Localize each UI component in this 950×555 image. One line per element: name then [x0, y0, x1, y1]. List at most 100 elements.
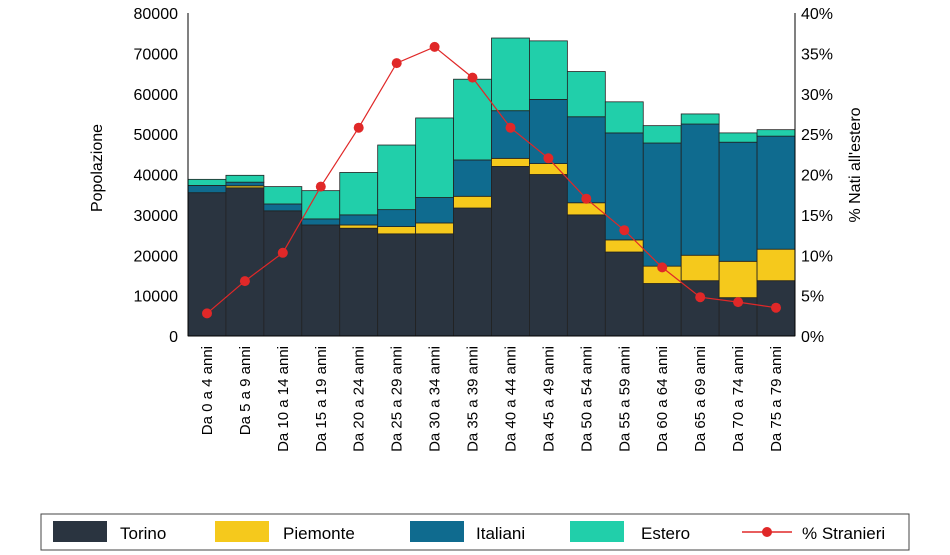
x-tick-label: Da 65 a 69 anni — [692, 346, 709, 452]
y-tick-label: 10000 — [134, 289, 179, 306]
bar-torino-9 — [529, 174, 568, 337]
bar-torino-11 — [604, 251, 644, 337]
axes-layer — [187, 13, 796, 337]
bar-torino-12 — [642, 283, 682, 337]
bar-estero-10 — [566, 71, 606, 118]
y2-tick-label: 30% — [801, 87, 833, 104]
bar-estero-9 — [529, 40, 568, 100]
x-tick-label: Da 30 a 34 anni — [427, 346, 444, 452]
x-axis-ticks: Da 0 a 4 anni Da 5 a 9 anni Da 10 a 14 ann… — [199, 346, 785, 452]
bar-torino-4 — [339, 227, 379, 337]
legend-label-stranieri: % Stranieri — [802, 524, 885, 543]
x-tick-label: Da 10 a 14 anni — [275, 346, 292, 452]
right-axis-ticks: 0% 5% 10% 15% 20% 25% 30% 35% 40% — [801, 6, 833, 346]
bar-italiani-15 — [756, 135, 796, 250]
y-tick-label: 40000 — [134, 168, 179, 185]
x-tick-label: Da 75 a 79 anni — [768, 346, 785, 452]
point-stranieri-4 — [353, 122, 364, 133]
x-tick-label: Da 5 a 9 anni — [237, 346, 254, 435]
bar-italiani-9 — [529, 99, 568, 164]
y-tick-label: 60000 — [134, 87, 179, 104]
point-stranieri-12 — [657, 262, 668, 273]
point-stranieri-3 — [315, 181, 326, 192]
point-stranieri-13 — [695, 292, 706, 303]
y2-tick-label: 10% — [801, 248, 833, 265]
bar-italiani-10 — [566, 116, 606, 204]
y2-tick-label: 35% — [801, 46, 833, 63]
point-stranieri-1 — [239, 276, 250, 287]
bar-torino-1 — [225, 187, 265, 337]
y-tick-label: 80000 — [134, 6, 179, 23]
y-tick-label: 30000 — [134, 208, 179, 225]
point-stranieri-11 — [619, 225, 630, 236]
x-tick-label: Da 50 a 54 anni — [578, 346, 595, 452]
bar-estero-13 — [680, 113, 720, 125]
x-tick-label: Da 0 a 4 anni — [199, 346, 216, 435]
point-stranieri-15 — [771, 302, 781, 313]
bar-italiani-3 — [301, 218, 341, 226]
bar-italiani-14 — [718, 141, 758, 262]
bar-piemonte-14 — [718, 260, 758, 299]
point-stranieri-10 — [581, 193, 592, 204]
bar-estero-0 — [187, 178, 227, 186]
point-stranieri-9 — [543, 153, 554, 164]
bar-estero-11 — [604, 101, 644, 134]
legend-label-torino: Torino — [120, 524, 166, 543]
legend-label-piemonte: Piemonte — [283, 524, 355, 543]
bar-italiani-13 — [680, 123, 720, 256]
y-tick-label: 50000 — [134, 127, 179, 144]
y-tick-label: 20000 — [134, 248, 179, 265]
bar-piemonte-5 — [377, 226, 417, 235]
bar-estero-6 — [415, 117, 454, 198]
bar-estero-2 — [263, 186, 303, 205]
bar-torino-13 — [680, 280, 720, 337]
bar-torino-8 — [491, 166, 530, 337]
bar-estero-4 — [339, 172, 379, 216]
bar-italiani-11 — [604, 132, 644, 241]
legend-label-estero: Estero — [641, 524, 690, 543]
bar-italiani-1 — [225, 181, 265, 187]
x-tick-label: Da 60 a 64 anni — [654, 346, 671, 452]
line-layer — [202, 41, 781, 319]
point-stranieri-14 — [733, 297, 744, 308]
bar-torino-10 — [566, 214, 606, 337]
line-stranieri — [206, 46, 777, 314]
bar-italiani-7 — [453, 159, 492, 197]
point-stranieri-6 — [429, 41, 440, 52]
legend: Torino Piemonte Italiani Estero % Stranieri — [40, 513, 910, 551]
x-tick-label: Da 15 a 19 anni — [313, 346, 330, 452]
y2-axis-title: % Nati all'estero — [847, 107, 864, 222]
y2-tick-label: 40% — [801, 6, 833, 23]
bar-piemonte-15 — [756, 248, 796, 282]
bar-torino-3 — [301, 224, 341, 337]
bar-torino-5 — [377, 233, 417, 337]
legend-swatch-torino — [53, 521, 107, 542]
y-tick-label: 0 — [169, 329, 178, 346]
bar-estero-12 — [642, 125, 682, 144]
bar-italiani-6 — [415, 197, 454, 224]
bar-piemonte-8 — [491, 157, 530, 167]
y2-tick-label: 5% — [801, 289, 824, 306]
bar-italiani-2 — [263, 203, 303, 212]
bar-estero-15 — [756, 129, 796, 137]
legend-swatch-estero — [570, 521, 624, 542]
point-stranieri-8 — [505, 122, 516, 133]
bar-piemonte-13 — [680, 254, 720, 282]
bar-estero-3 — [301, 190, 341, 220]
x-tick-label: Da 25 a 29 anni — [389, 346, 406, 452]
bar-estero-14 — [718, 132, 758, 143]
bar-piemonte-11 — [604, 239, 644, 253]
point-stranieri-7 — [467, 72, 478, 83]
bar-piemonte-6 — [415, 222, 454, 235]
x-tick-label: Da 70 a 74 anni — [730, 346, 747, 452]
bar-italiani-12 — [642, 142, 682, 267]
bar-piemonte-7 — [453, 195, 492, 209]
legend-label-italiani: Italiani — [476, 524, 525, 543]
x-tick-label: Da 35 a 39 anni — [465, 346, 482, 452]
point-stranieri-0 — [202, 308, 212, 319]
bar-italiani-4 — [339, 214, 379, 226]
x-tick-label: Da 45 a 49 anni — [540, 346, 557, 452]
y-tick-label: 70000 — [134, 46, 179, 63]
bar-estero-7 — [453, 78, 492, 161]
